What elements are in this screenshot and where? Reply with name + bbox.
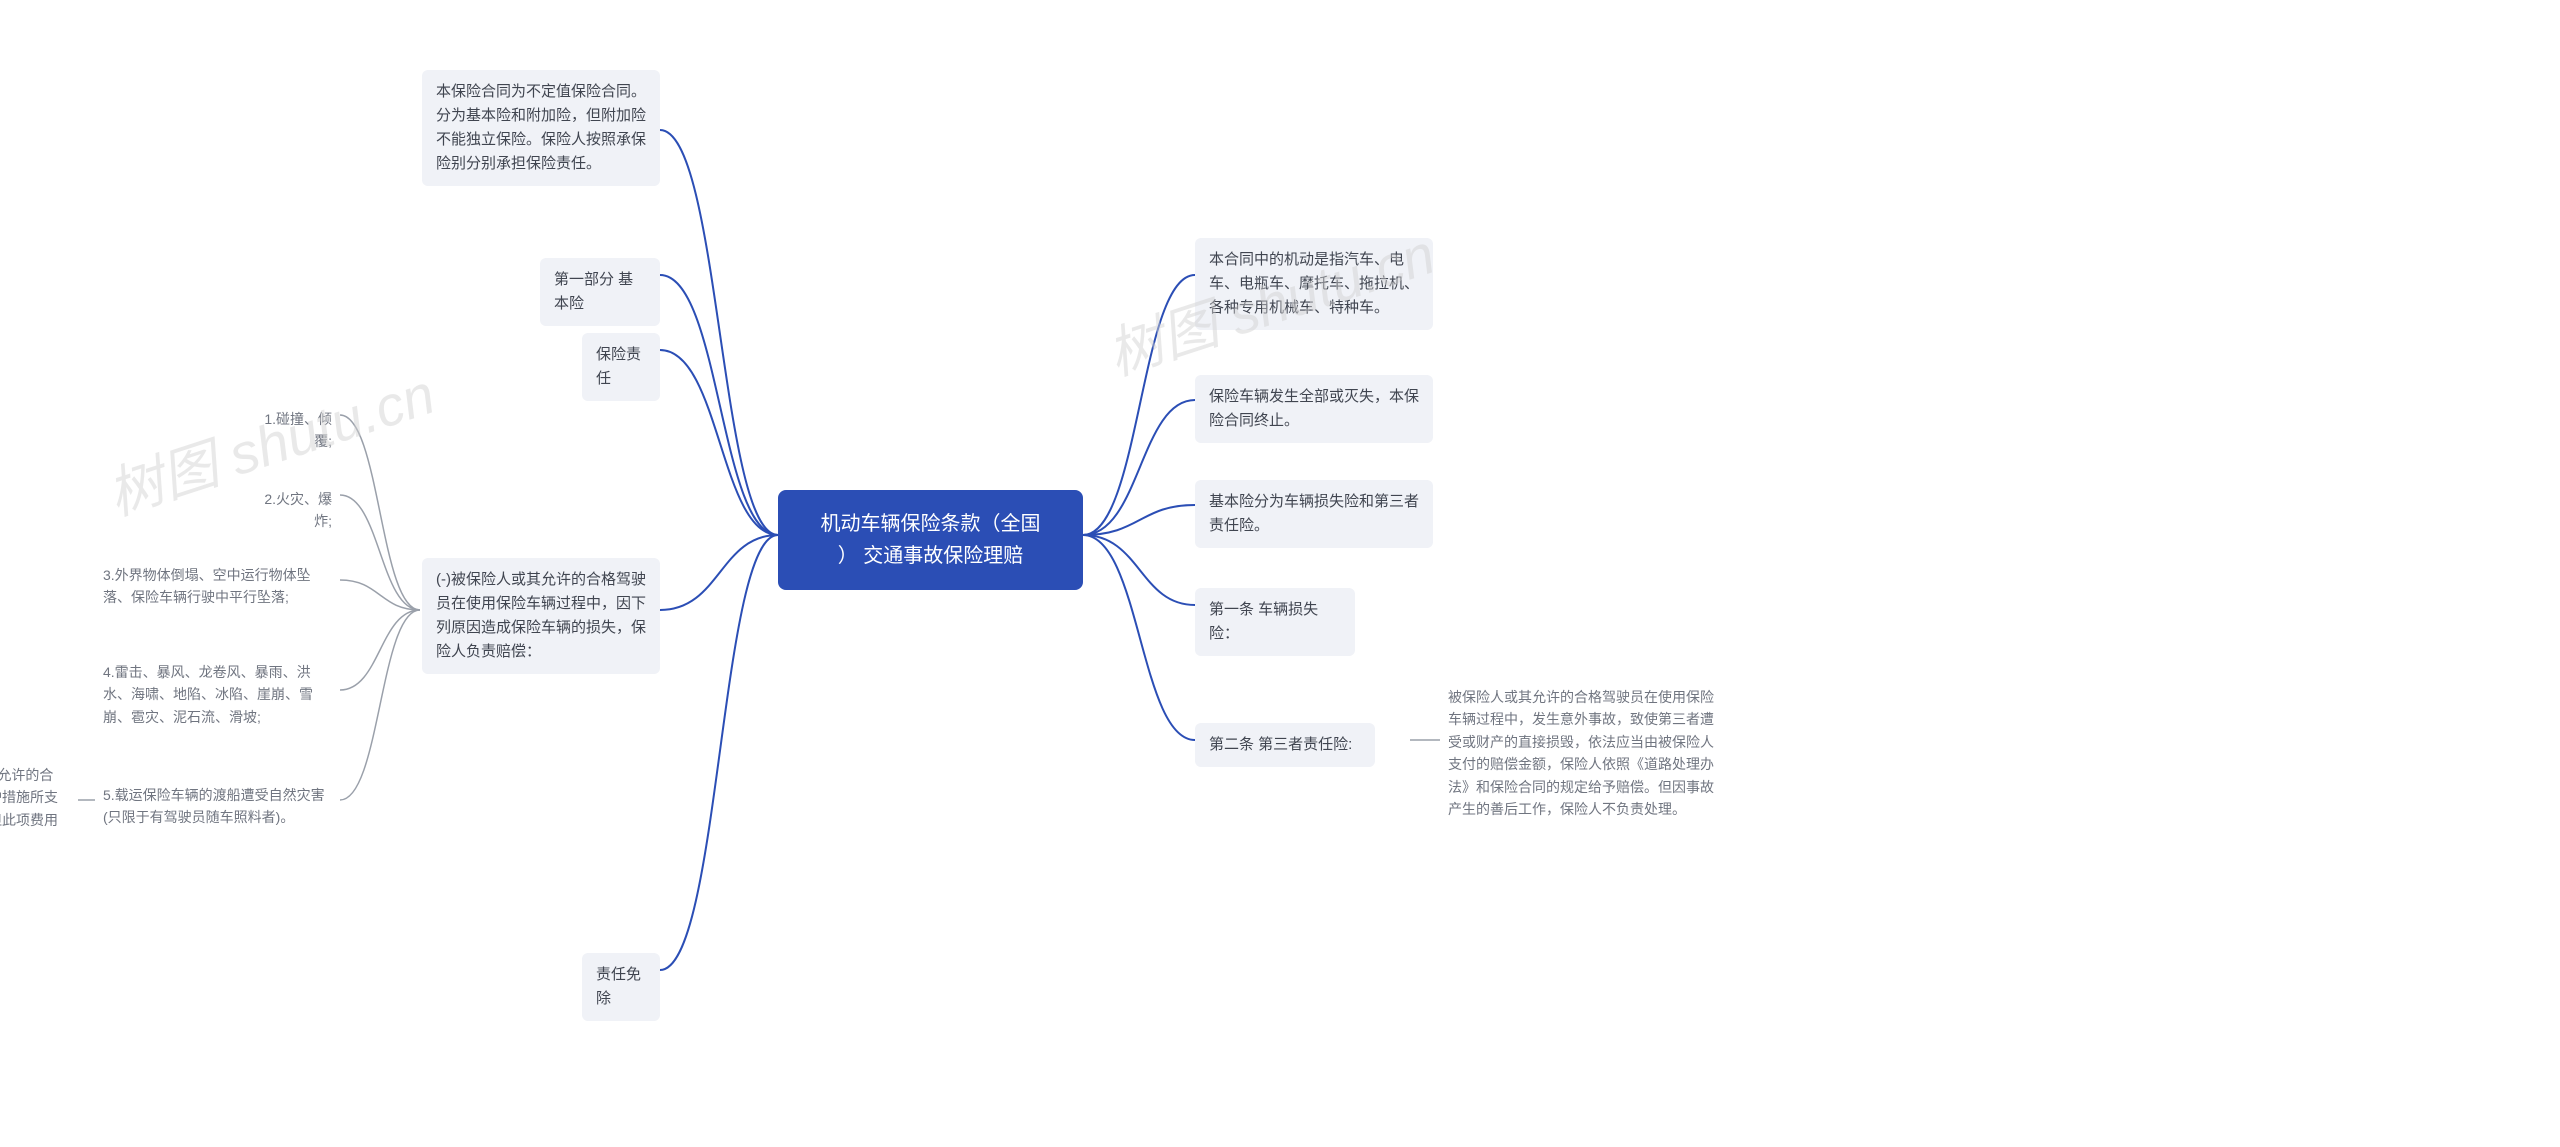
right-n2-text: 保险车辆发生全部或灭失，本保险合同终止。 [1209,388,1419,429]
left-n2[interactable]: 第一部分 基本险 [540,258,660,326]
left-n4-c5-leaf-text: (二)发生保险事故时，被保险人或其允许的合格驾驶员对保险车辆采取施救、保护措施所… [0,767,58,850]
left-n1-text: 本保险合同为不定值保险合同。分为基本险和附加险，但附加险不能独立保险。保险人按照… [436,83,646,172]
left-n4-text: (-)被保险人或其允许的合格驾驶员在使用保险车辆过程中，因下列原因造成保险车辆的… [436,571,646,660]
left-n4-c1-text: 1.碰撞、倾覆; [264,411,332,449]
root-title-line1: 机动车辆保险条款（全国 [800,508,1061,540]
left-n1[interactable]: 本保险合同为不定值保险合同。分为基本险和附加险，但附加险不能独立保险。保险人按照… [422,70,660,186]
left-n3[interactable]: 保险责任 [582,333,660,401]
left-n5-text: 责任免除 [596,966,641,1007]
left-n4-c5-leaf[interactable]: (二)发生保险事故时，被保险人或其允许的合格驾驶员对保险车辆采取施救、保护措施所… [0,758,70,860]
root-node[interactable]: 机动车辆保险条款（全国 ） 交通事故保险理赔 [778,490,1083,590]
right-n5[interactable]: 第二条 第三者责任险: [1195,723,1375,767]
left-n4-c3-text: 3.外界物体倒塌、空中运行物体坠落、保险车辆行驶中平行坠落; [103,567,311,605]
right-n2[interactable]: 保险车辆发生全部或灭失，本保险合同终止。 [1195,375,1433,443]
right-n1[interactable]: 本合同中的机动是指汽车、电车、电瓶车、摩托车、拖拉机、各种专用机械车、特种车。 [1195,238,1433,330]
right-n5-text: 第二条 第三者责任险: [1209,736,1352,753]
left-n4[interactable]: (-)被保险人或其允许的合格驾驶员在使用保险车辆过程中，因下列原因造成保险车辆的… [422,558,660,674]
right-n5-leaf-text: 被保险人或其允许的合格驾驶员在使用保险车辆过程中，发生意外事故，致使第三者遭受或… [1448,689,1714,817]
left-n4-c2[interactable]: 2.火灾、爆炸; [240,482,340,539]
left-n4-c5[interactable]: 5.载运保险车辆的渡船遭受自然灾害(只限于有驾驶员随车照料者)。 [95,778,343,835]
left-n4-c4[interactable]: 4.雷击、暴风、龙卷风、暴雨、洪水、海啸、地陷、冰陷、崖崩、雪崩、雹灾、泥石流、… [95,655,343,734]
left-n5[interactable]: 责任免除 [582,953,660,1021]
left-n4-c4-text: 4.雷击、暴风、龙卷风、暴雨、洪水、海啸、地陷、冰陷、崖崩、雪崩、雹灾、泥石流、… [103,664,313,725]
left-n4-c3[interactable]: 3.外界物体倒塌、空中运行物体坠落、保险车辆行驶中平行坠落; [95,558,343,615]
right-n3-text: 基本险分为车辆损失险和第三者责任险。 [1209,493,1419,534]
right-n5-leaf[interactable]: 被保险人或其允许的合格驾驶员在使用保险车辆过程中，发生意外事故，致使第三者遭受或… [1440,680,1730,826]
right-n1-text: 本合同中的机动是指汽车、电车、电瓶车、摩托车、拖拉机、各种专用机械车、特种车。 [1209,251,1419,316]
connector-lines [0,0,2560,1147]
left-n4-c1[interactable]: 1.碰撞、倾覆; [240,402,340,459]
right-n4[interactable]: 第一条 车辆损失险： [1195,588,1355,656]
left-n4-c5-text: 5.载运保险车辆的渡船遭受自然灾害(只限于有驾驶员随车照料者)。 [103,787,325,825]
right-n3[interactable]: 基本险分为车辆损失险和第三者责任险。 [1195,480,1433,548]
left-n4-c2-text: 2.火灾、爆炸; [264,491,332,529]
left-n3-text: 保险责任 [596,346,641,387]
right-n4-text: 第一条 车辆损失险： [1209,601,1318,642]
left-n2-text: 第一部分 基本险 [554,271,633,312]
root-title-line2: ） 交通事故保险理赔 [800,540,1061,572]
